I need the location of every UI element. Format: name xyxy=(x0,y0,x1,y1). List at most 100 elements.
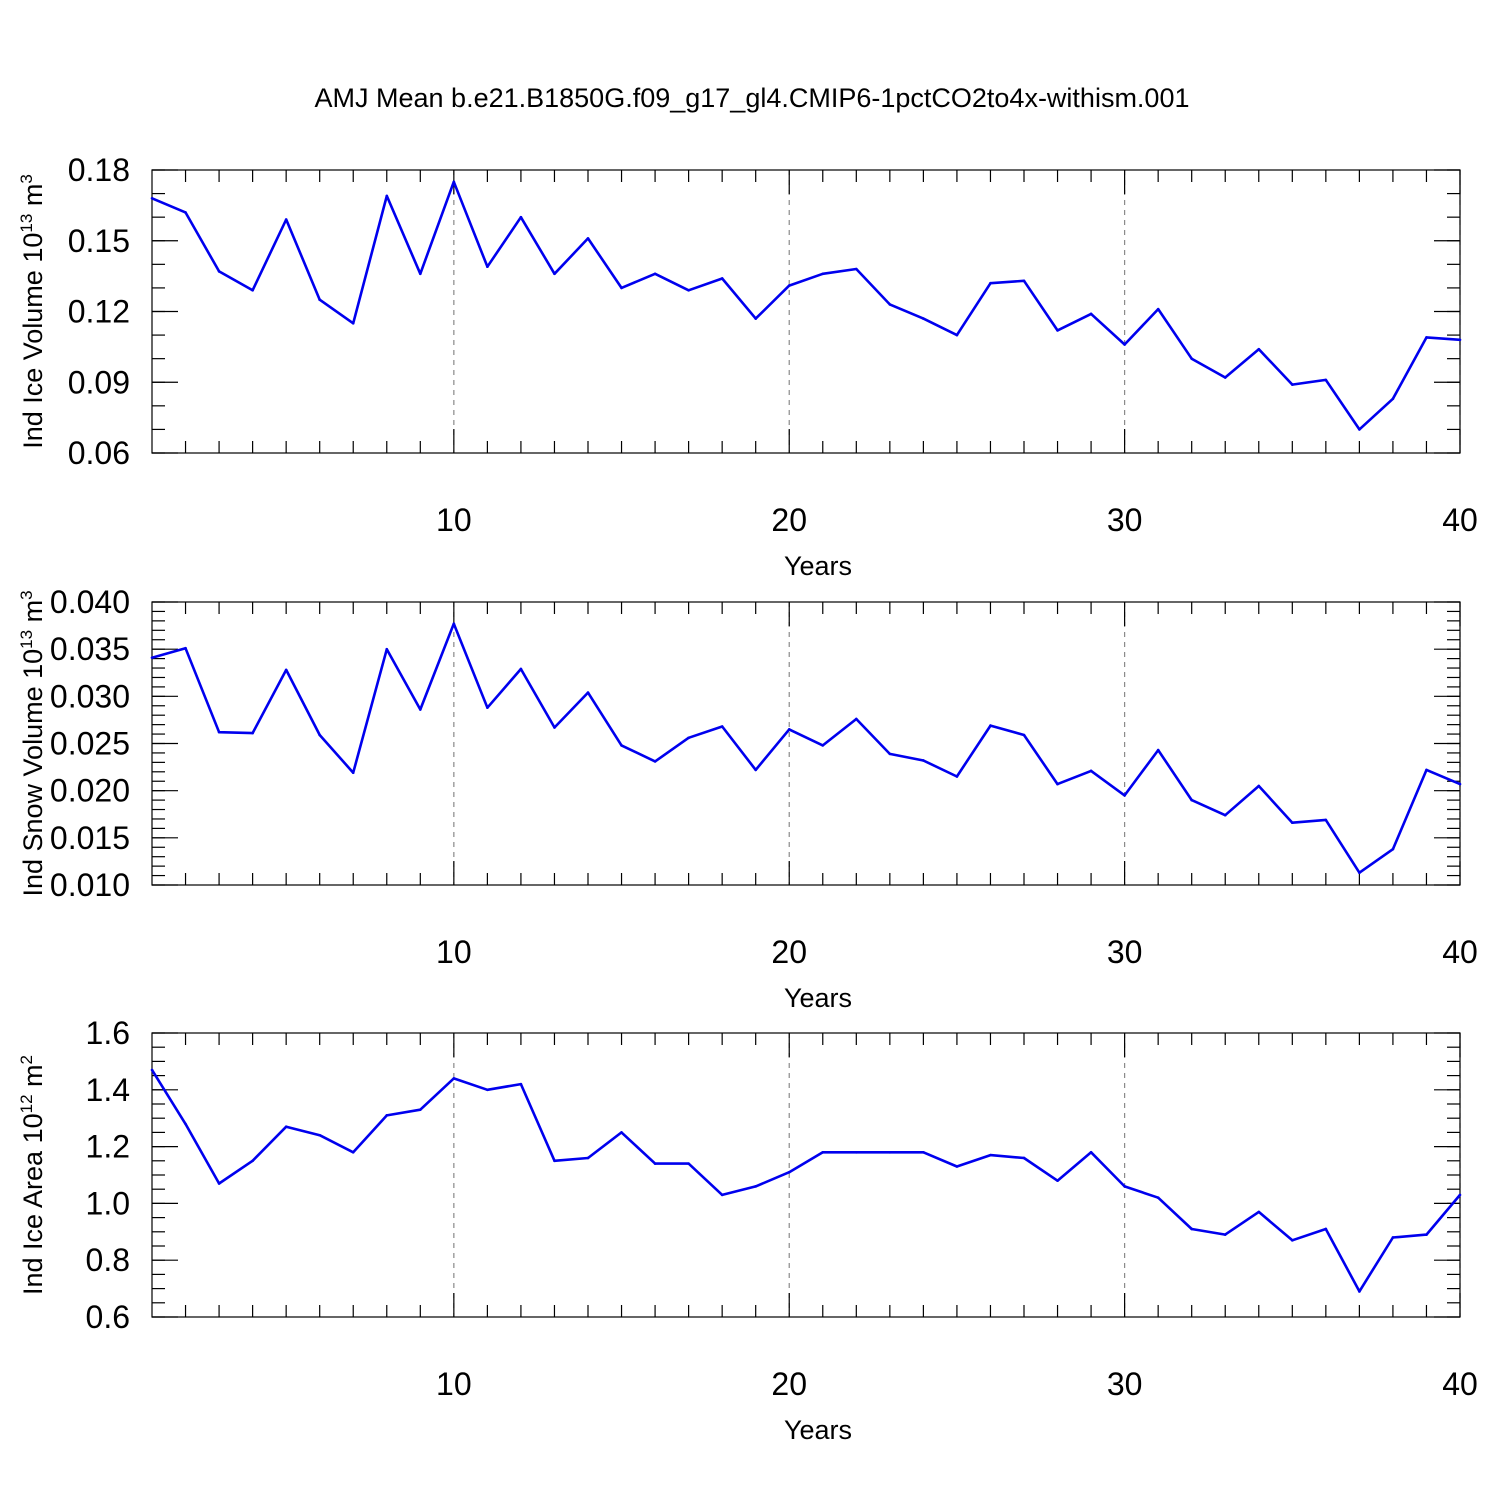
data-point xyxy=(1223,376,1227,379)
series-line xyxy=(150,1069,1461,1293)
data-point xyxy=(1056,329,1059,332)
y-tick-label: 0.030 xyxy=(50,678,130,714)
data-point xyxy=(1123,343,1126,346)
data-point xyxy=(519,215,523,219)
data-point xyxy=(1358,1290,1361,1293)
y-tick-label: 1.0 xyxy=(86,1185,130,1221)
data-point xyxy=(620,744,623,747)
x-tick-label: 20 xyxy=(771,934,807,970)
y-tick-label: 0.6 xyxy=(86,1299,130,1335)
data-point xyxy=(419,1108,422,1111)
data-point xyxy=(385,1114,389,1117)
data-point xyxy=(787,284,791,287)
data-point xyxy=(150,656,154,659)
data-point xyxy=(486,265,489,268)
data-point xyxy=(1156,1196,1160,1200)
data-point xyxy=(486,1088,489,1092)
data-point xyxy=(1022,733,1026,737)
y-axis-label-yunit-exp: 13 xyxy=(17,630,36,649)
data-point xyxy=(553,1159,556,1163)
data-point xyxy=(989,1153,992,1157)
x-tick-label: 30 xyxy=(1107,934,1143,970)
chart-panel-3: 10 20 30 40 0.6 0.8 1.0 1.2 1.4 1.6 Years Ind Ice A… xyxy=(17,1015,1478,1445)
data-point xyxy=(1257,347,1261,351)
data-point xyxy=(1425,768,1428,772)
data-point xyxy=(821,1150,825,1154)
data-point xyxy=(351,321,355,325)
y-tick-label: 1.2 xyxy=(86,1129,130,1165)
plot-frame xyxy=(151,169,1461,454)
data-point xyxy=(251,288,254,292)
data-point xyxy=(787,728,791,731)
data-point xyxy=(1257,784,1261,788)
y-axis-label-yunit-exp: 12 xyxy=(17,1094,36,1113)
data-point xyxy=(553,272,556,276)
data-point xyxy=(787,1170,791,1174)
data-point xyxy=(821,272,825,276)
data-point xyxy=(620,286,623,290)
data-point xyxy=(821,744,825,747)
data-point xyxy=(1425,336,1428,339)
data-point xyxy=(1358,428,1361,431)
data-point xyxy=(385,647,389,651)
data-point xyxy=(1089,769,1093,773)
y-axis-label-yunit-base: 10 xyxy=(18,1113,48,1143)
data-point xyxy=(1190,798,1193,802)
data-point xyxy=(452,1077,456,1080)
data-point xyxy=(1223,813,1227,817)
data-point xyxy=(1056,1179,1059,1182)
data-point xyxy=(419,708,422,711)
data-point xyxy=(184,1122,187,1126)
data-point xyxy=(888,303,892,306)
y-axis-label-ylabel: Ind Ice Area xyxy=(18,1150,48,1295)
y-axis-label-yunit-tail-exp: 3 xyxy=(17,590,36,599)
data-point xyxy=(519,667,523,671)
data-point xyxy=(620,1131,623,1134)
data-point xyxy=(586,691,590,694)
y-axis-label: Ind Snow Volume 1013 m3 xyxy=(17,590,48,896)
y-tick-label: 0.06 xyxy=(68,435,130,471)
y-tick-label: 0.18 xyxy=(68,152,130,188)
x-tick-label: 40 xyxy=(1442,934,1478,970)
series-line xyxy=(151,180,1461,431)
data-point xyxy=(1291,821,1294,825)
data-point xyxy=(653,1162,657,1165)
data-point xyxy=(955,775,959,778)
data-point xyxy=(1391,847,1395,851)
y-axis-label-yunit-exp: 13 xyxy=(17,214,36,233)
data-point xyxy=(519,1082,523,1086)
data-point xyxy=(184,646,187,650)
y-tick-label: 0.015 xyxy=(50,820,130,856)
data-point xyxy=(1156,748,1160,752)
data-point xyxy=(1391,397,1395,401)
data-point xyxy=(385,194,389,198)
data-point xyxy=(922,1150,925,1154)
data-point xyxy=(1190,1227,1193,1231)
data-point xyxy=(553,726,556,729)
data-point xyxy=(318,733,321,737)
data-point xyxy=(318,298,321,302)
data-point xyxy=(1089,1150,1093,1154)
data-point xyxy=(720,725,724,728)
data-point xyxy=(855,1150,858,1154)
y-tick-label: 0.040 xyxy=(50,584,130,620)
x-tick-label: 40 xyxy=(1442,1366,1478,1402)
data-point xyxy=(284,668,288,672)
data-point xyxy=(251,1159,254,1163)
x-tick-label: 10 xyxy=(436,934,472,970)
y-axis-label-yunit-tail: m xyxy=(18,600,48,623)
data-point xyxy=(150,1068,154,1072)
data-point xyxy=(1056,782,1059,786)
x-tick-label: 40 xyxy=(1442,502,1478,538)
data-point xyxy=(855,267,858,271)
data-point xyxy=(419,272,422,276)
data-point xyxy=(586,1156,590,1160)
x-tick-label: 10 xyxy=(436,1366,472,1402)
data-point xyxy=(922,317,925,320)
y-tick-label: 0.8 xyxy=(86,1242,130,1278)
y-axis-label-yunit-tail: m xyxy=(18,1064,48,1087)
y-axis-label: Ind Ice Area 1012 m2 xyxy=(17,1055,48,1295)
data-point xyxy=(955,333,959,337)
data-point xyxy=(653,272,657,276)
